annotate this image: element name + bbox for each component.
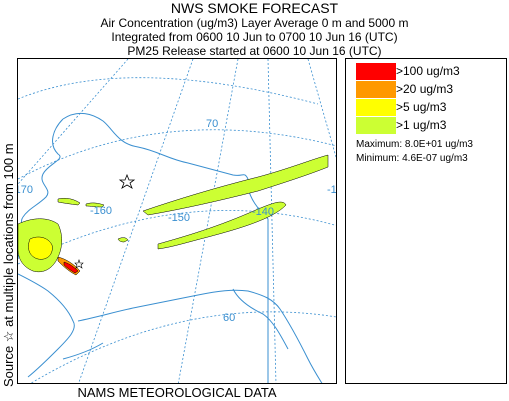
lon-label-160: -160	[90, 205, 112, 217]
legend-swatch	[356, 117, 396, 134]
legend-swatch	[356, 99, 396, 116]
legend-item: >5 ug/m3	[356, 99, 506, 116]
chart-title: NWS SMOKE FORECAST	[170, 0, 339, 16]
lon-label-140: -140	[252, 206, 274, 218]
lat-label-60: 60	[223, 312, 235, 324]
latitude-line-65	[18, 210, 336, 265]
gulf-coast	[77, 289, 323, 383]
subtitle-integration-period: Integrated from 0600 10 Jun to 0700 10 J…	[111, 30, 398, 44]
plume-southern	[157, 201, 287, 250]
smoke-plumes	[18, 154, 329, 276]
latitude-line-60	[30, 311, 336, 383]
source-markers	[74, 173, 136, 269]
source-location-label: Source ☆ at multiple locations from 100 …	[1, 143, 16, 387]
lon-label-150: -150	[168, 212, 190, 224]
subtitle-release-start: PM25 Release started at 0600 10 Jun 16 (…	[127, 44, 382, 58]
longitude-line-140	[267, 59, 277, 383]
meteorological-data-label: NAMS METEOROLOGICAL DATA	[77, 385, 277, 400]
minimum-value: Minimum: 4.6E-07 ug/m3	[356, 153, 468, 164]
northwest-coast	[22, 118, 64, 218]
lon-label-170: -170	[18, 184, 33, 196]
longitude-line-150	[177, 59, 239, 383]
peninsula-coast	[62, 342, 104, 360]
concentration-legend: >100 ug/m3 >20 ug/m3 >5 ug/m3 >1 ug/m3 M…	[345, 58, 507, 384]
source-star-marker	[74, 259, 84, 269]
north-coast	[62, 112, 249, 180]
map-canvas: 70 60 -170 -160 -150 -140 -130	[18, 59, 337, 383]
longitude-line-160	[78, 59, 194, 383]
legend-label: >5 ug/m3	[396, 100, 447, 114]
plume-patch-2	[85, 202, 105, 208]
longitude-line-130	[307, 59, 336, 159]
southwest-coast	[18, 273, 75, 378]
legend-label: >100 ug/m3	[396, 64, 460, 78]
legend-swatch	[356, 81, 396, 98]
longitude-line-170	[18, 59, 129, 185]
legend-swatch	[356, 63, 396, 80]
plume-patch-3	[117, 237, 129, 243]
subtitle-concentration: Air Concentration (ug/m3) Layer Average …	[100, 16, 409, 30]
lon-label-130: -130	[327, 184, 337, 196]
plume-main-northern	[142, 154, 329, 216]
latitude-line-75	[18, 77, 319, 105]
coastline	[18, 112, 323, 383]
lat-label-70: 70	[206, 118, 218, 130]
maximum-value: Maximum: 8.0E+01 ug/m3	[356, 139, 473, 150]
plume-western-core	[28, 236, 53, 260]
smoke-map: 70 60 -170 -160 -150 -140 -130	[17, 58, 337, 384]
legend-item: >100 ug/m3	[356, 63, 506, 80]
legend-item: >1 ug/m3	[356, 117, 506, 134]
plume-patch-1	[57, 197, 81, 206]
legend-item: >20 ug/m3	[356, 81, 506, 98]
legend-label: >1 ug/m3	[396, 118, 447, 132]
legend-label: >20 ug/m3	[396, 82, 454, 96]
southeast-coast	[232, 288, 289, 350]
source-star-marker	[118, 173, 136, 189]
plume-source-red	[63, 261, 79, 274]
